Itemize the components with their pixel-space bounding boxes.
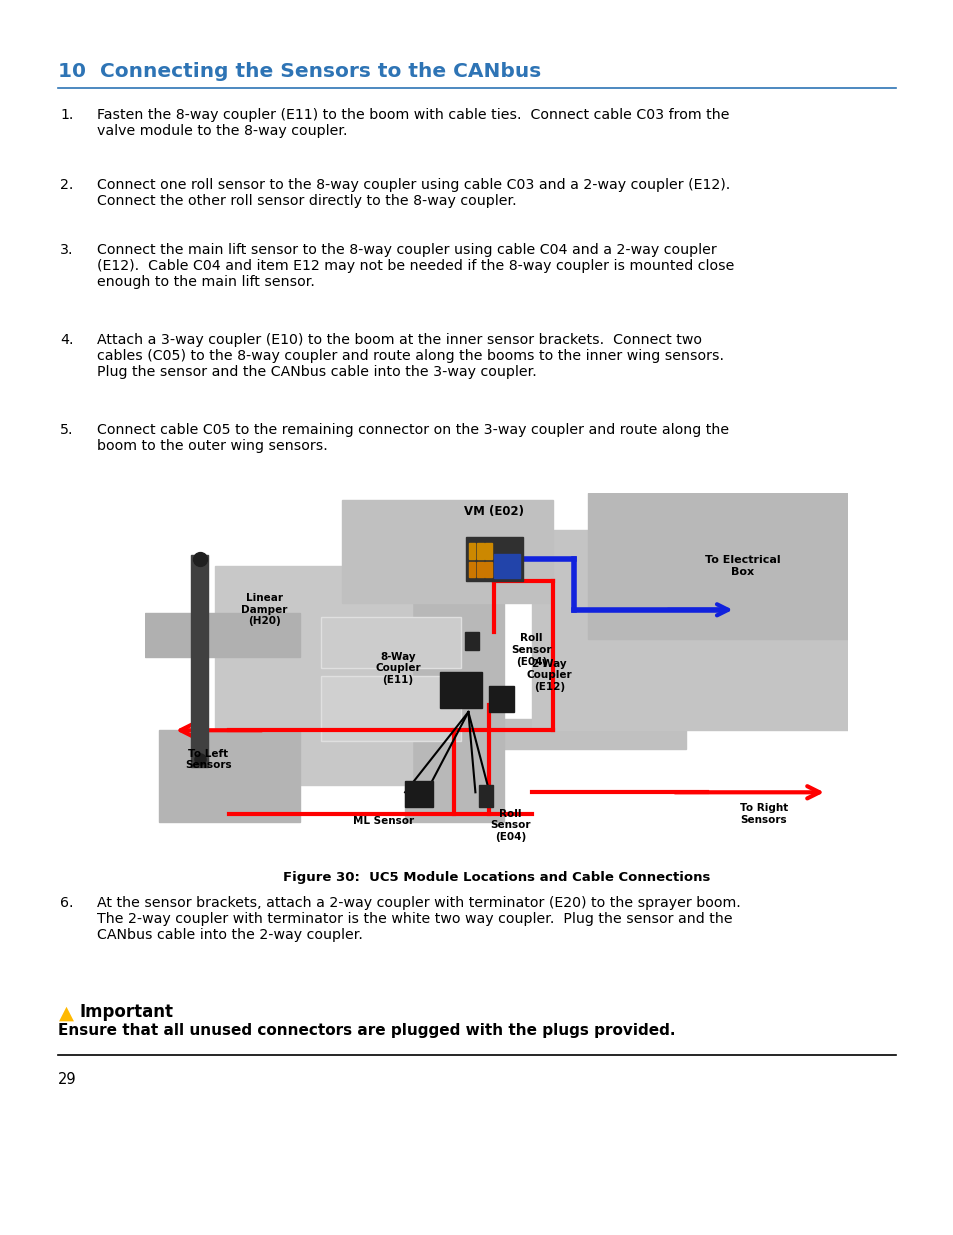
Text: Connect cable C05 to the remaining connector on the 3-way coupler and route alon: Connect cable C05 to the remaining conne… [97,424,728,453]
Text: Important: Important [80,1003,173,1021]
Bar [468,562,475,577]
Bar [215,566,412,785]
Bar [476,543,483,558]
Bar [489,687,514,713]
Text: To Electrical
Box: To Electrical Box [704,556,780,577]
Text: Fasten the 8-way coupler (E11) to the boom with cable ties.  Connect cable C03 f: Fasten the 8-way coupler (E11) to the bo… [97,107,729,138]
Text: Roll
Sensor
(E04): Roll Sensor (E04) [511,634,552,667]
Text: To Right
Sensors: To Right Sensors [739,804,787,825]
Bar [485,543,492,558]
Text: 5.: 5. [60,424,73,437]
Text: 4.: 4. [60,333,73,347]
Text: 1.: 1. [60,107,73,122]
Text: At the sensor brackets, attach a 2-way coupler with terminator (E20) to the spra: At the sensor brackets, attach a 2-way c… [97,897,740,942]
Text: To Left
Sensors: To Left Sensors [185,748,232,771]
Text: 3.: 3. [60,243,73,257]
Bar [476,562,483,577]
Bar [587,493,847,638]
Bar [468,543,475,558]
Text: Linear
Damper
(H20): Linear Damper (H20) [241,593,288,626]
Text: Connect one roll sensor to the 8-way coupler using cable C03 and a 2-way coupler: Connect one roll sensor to the 8-way cou… [97,178,729,209]
Bar [494,555,519,578]
Bar [145,614,299,657]
Text: 2-Way
Coupler
(E12): 2-Way Coupler (E12) [526,659,572,692]
Bar [531,530,847,730]
Bar [405,530,503,821]
Text: Ensure that all unused connectors are plugged with the plugs provided.: Ensure that all unused connectors are pl… [58,1023,675,1037]
Text: 8-Way
Coupler
(E11): 8-Way Coupler (E11) [375,652,420,684]
Text: Figure 30:  UC5 Module Locations and Cable Connections: Figure 30: UC5 Module Locations and Cabl… [282,871,709,884]
Bar [299,719,685,748]
Text: 10  Connecting the Sensors to the CANbus: 10 Connecting the Sensors to the CANbus [58,62,540,82]
Bar [464,631,478,650]
Bar [341,500,552,603]
Text: 6.: 6. [60,897,73,910]
Bar [439,672,482,709]
Bar [485,562,492,577]
Text: Roll
Sensor
(E04): Roll Sensor (E04) [490,809,530,842]
Text: 29: 29 [58,1072,76,1087]
Bar [320,618,461,668]
Text: 2.: 2. [60,178,73,191]
Bar [159,730,299,821]
Bar [478,785,493,806]
Bar [191,555,208,767]
Text: Connect the main lift sensor to the 8-way coupler using cable C04 and a 2-way co: Connect the main lift sensor to the 8-wa… [97,243,734,289]
Bar [320,676,461,741]
Bar [466,537,522,580]
Text: Attach a 3-way coupler (E10) to the boom at the inner sensor brackets.  Connect : Attach a 3-way coupler (E10) to the boom… [97,333,723,379]
Text: ML Sensor: ML Sensor [354,816,415,826]
Bar [405,782,433,806]
Text: ▲: ▲ [59,1004,74,1023]
Text: VM (E02): VM (E02) [464,505,524,517]
